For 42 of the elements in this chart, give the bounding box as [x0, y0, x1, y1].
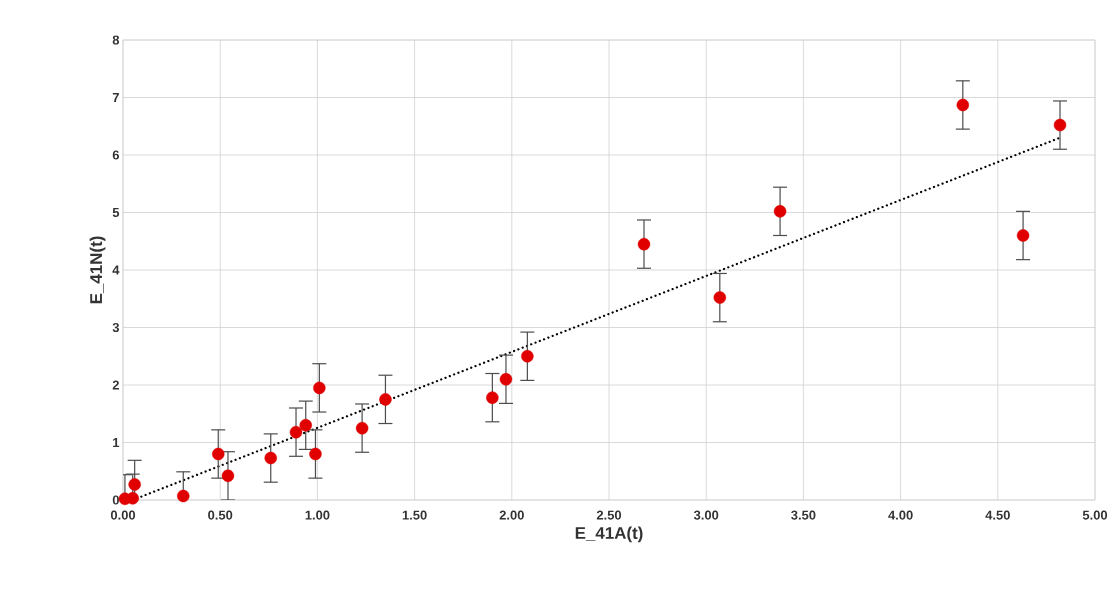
point [212, 447, 225, 461]
y-tick-label: 3 [112, 322, 120, 333]
y-tick-label: 8 [112, 35, 120, 45]
x-tick-label: 2.00 [499, 510, 524, 520]
y-axis-title: E_41N(t) [89, 236, 106, 304]
point [264, 451, 277, 465]
point [521, 350, 534, 363]
point [299, 419, 312, 432]
point [355, 421, 369, 435]
y-tick-label: 0 [112, 495, 119, 505]
x-axis-title: E_41A(t) [575, 526, 643, 543]
point [221, 469, 235, 483]
point [499, 373, 513, 386]
x-tick-label: 1.50 [402, 510, 427, 520]
point [379, 393, 392, 406]
x-tick-label: 2.50 [596, 510, 622, 520]
y-tick-label: 6 [112, 150, 120, 160]
point [956, 98, 970, 112]
x-tick-label: 3.00 [693, 510, 719, 520]
x-tick-label: 0.50 [208, 510, 233, 520]
y-tick-label: 2 [112, 380, 119, 390]
point [486, 391, 499, 404]
point [773, 205, 787, 218]
y-tick-label: 7 [112, 93, 119, 102]
point [713, 291, 727, 304]
x-tick-label: 4.50 [985, 510, 1010, 520]
point [177, 489, 190, 503]
point [637, 237, 651, 251]
x-tick-label: 1.00 [305, 510, 330, 520]
x-tick-label: 3.50 [791, 510, 816, 520]
x-tick-label: 4.00 [888, 510, 913, 520]
point [1053, 118, 1067, 132]
point [1016, 229, 1030, 242]
y-tick-label: 5 [112, 207, 120, 218]
x-tick-label: 5.00 [1082, 510, 1108, 520]
y-tick-label: 1 [113, 438, 120, 447]
point [128, 478, 141, 491]
point [289, 425, 303, 439]
y-tick-label: 4 [112, 265, 120, 275]
point [309, 447, 322, 461]
x-tick-label: 0.00 [110, 510, 136, 520]
point [313, 381, 326, 395]
